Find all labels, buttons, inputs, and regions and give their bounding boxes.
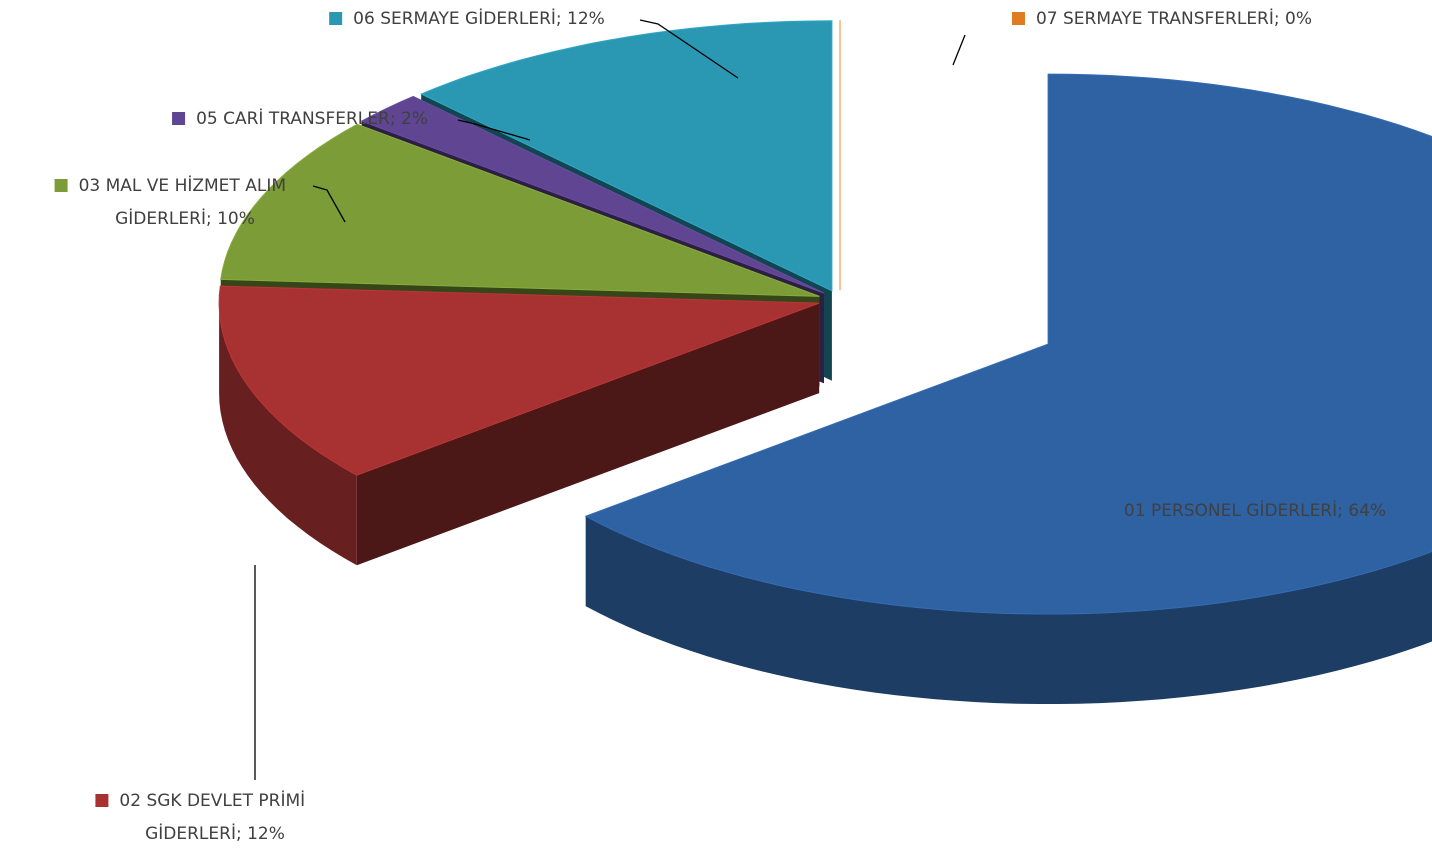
slice xyxy=(584,73,1432,615)
legend-key xyxy=(1011,12,1025,25)
leader-line xyxy=(952,34,966,66)
data-labels: 01 PERSONEL GİDERLERİ; 64% 02 SGK DEVLET … xyxy=(54,8,1386,844)
slice xyxy=(419,20,833,292)
data-label: 06 SERMAYE GİDERLERİ; 12% xyxy=(353,8,605,29)
slice xyxy=(218,285,820,476)
slice-wall xyxy=(219,303,357,566)
leader-line xyxy=(457,119,531,141)
pie xyxy=(218,20,1432,704)
data-label: 07 SERMAYE TRANSFERLERİ; 0% xyxy=(1036,8,1312,29)
slice-wall xyxy=(585,516,1432,704)
legend-key xyxy=(172,112,186,125)
data-label: 01 PERSONEL GİDERLERİ; 64% xyxy=(1124,500,1386,521)
leader-line xyxy=(312,185,346,223)
legend-key xyxy=(95,794,109,807)
legend-key xyxy=(329,12,343,25)
slice xyxy=(220,123,820,297)
legend-key xyxy=(54,179,68,192)
legend-key xyxy=(1099,504,1113,517)
leader-line xyxy=(639,19,739,79)
data-label: 02 SGK DEVLET PRİMİ GİDERLERİ; 12% xyxy=(119,790,310,844)
slice xyxy=(360,95,825,294)
data-label: 05 CARİ TRANSFERLER; 2% xyxy=(196,108,428,129)
data-label: 03 MAL VE HİZMET ALIM GİDERLERİ; 10% xyxy=(79,175,292,229)
